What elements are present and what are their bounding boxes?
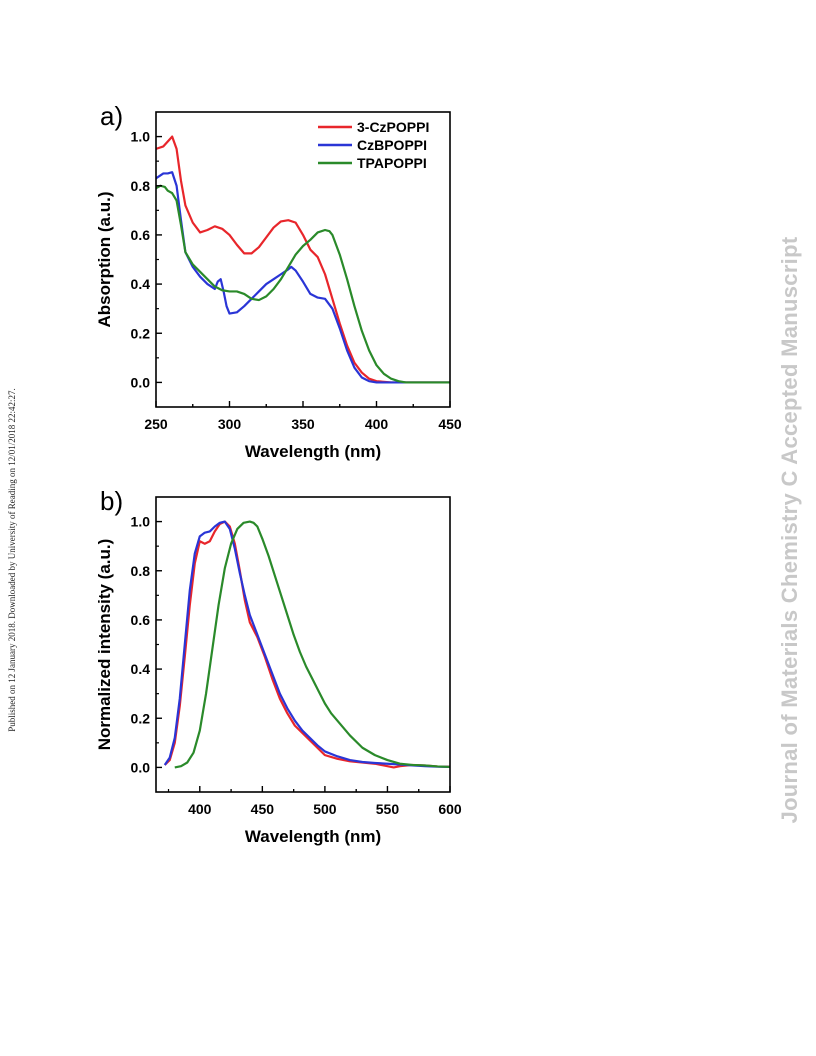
y-tick-label: 0.2	[131, 710, 151, 726]
panel-b: b) 400 450 500 550 600 0.0 0.2 0.4 0.6 0.8 1.0 Wave…	[95, 486, 462, 846]
x-tick-label: 500	[313, 801, 337, 817]
x-tick-label: 300	[218, 416, 242, 432]
series-line-tpapoppi	[174, 520, 450, 769]
x-tick-label: 400	[188, 801, 212, 817]
x-tick-label: 450	[251, 801, 275, 817]
x-tick-label: 400	[365, 416, 389, 432]
x-axis-label: Wavelength (nm)	[245, 827, 381, 846]
y-tick-label: 0.0	[131, 374, 151, 390]
series-line-czbpoppi	[163, 520, 450, 769]
y-tick-label: 0.0	[131, 759, 151, 775]
panel-a-label: a)	[100, 101, 123, 131]
y-tick-label: 0.6	[131, 612, 151, 628]
panel-a-plot: 250 300 350 400 450 0.0 0.2 0.4 0.6 0.8 1.0 Wavelen…	[95, 111, 462, 461]
legend-label-czbpoppi: CzBPOPPI	[357, 137, 427, 153]
series-lines	[163, 520, 450, 769]
y-tick-label: 0.4	[131, 276, 151, 292]
x-tick-label: 600	[438, 801, 462, 817]
y-tick-label: 1.0	[131, 129, 151, 145]
series-line-3-czpoppi	[163, 520, 450, 769]
series-line-czbpoppi	[156, 171, 450, 384]
panel-b-label: b)	[100, 486, 123, 516]
x-tick-label: 250	[144, 416, 168, 432]
x-tick-label: 550	[376, 801, 400, 817]
y-tick-label: 0.2	[131, 325, 151, 341]
y-tick-label: 0.8	[131, 178, 151, 194]
series-line-3-czpoppi	[156, 135, 450, 384]
legend-label-3-czpoppi: 3-CzPOPPI	[357, 119, 429, 135]
y-tick-label: 0.6	[131, 227, 151, 243]
series-lines	[156, 135, 450, 384]
x-tick-label: 350	[291, 416, 315, 432]
series-line-tpapoppi	[156, 184, 450, 384]
panel-a: a) 250 300 350 400 450 0.0 0.2 0.4 0.6 0.8 1.0 Wave…	[95, 101, 462, 461]
x-tick-label: 450	[438, 416, 462, 432]
legend: 3-CzPOPPI CzBPOPPI TPAPOPPI	[318, 119, 429, 171]
y-tick-label: 0.4	[131, 661, 151, 677]
y-axis-label: Normalized intensity (a.u.)	[95, 539, 114, 751]
legend-label-tpapoppi: TPAPOPPI	[357, 155, 427, 171]
y-axis-label: Absorption (a.u.)	[95, 192, 114, 328]
y-tick-label: 0.8	[131, 563, 151, 579]
panel-b-plot: 400 450 500 550 600 0.0 0.2 0.4 0.6 0.8 1.0 Wavelen…	[95, 496, 462, 846]
y-tick-label: 1.0	[131, 514, 151, 530]
x-axis-label: Wavelength (nm)	[245, 442, 381, 461]
